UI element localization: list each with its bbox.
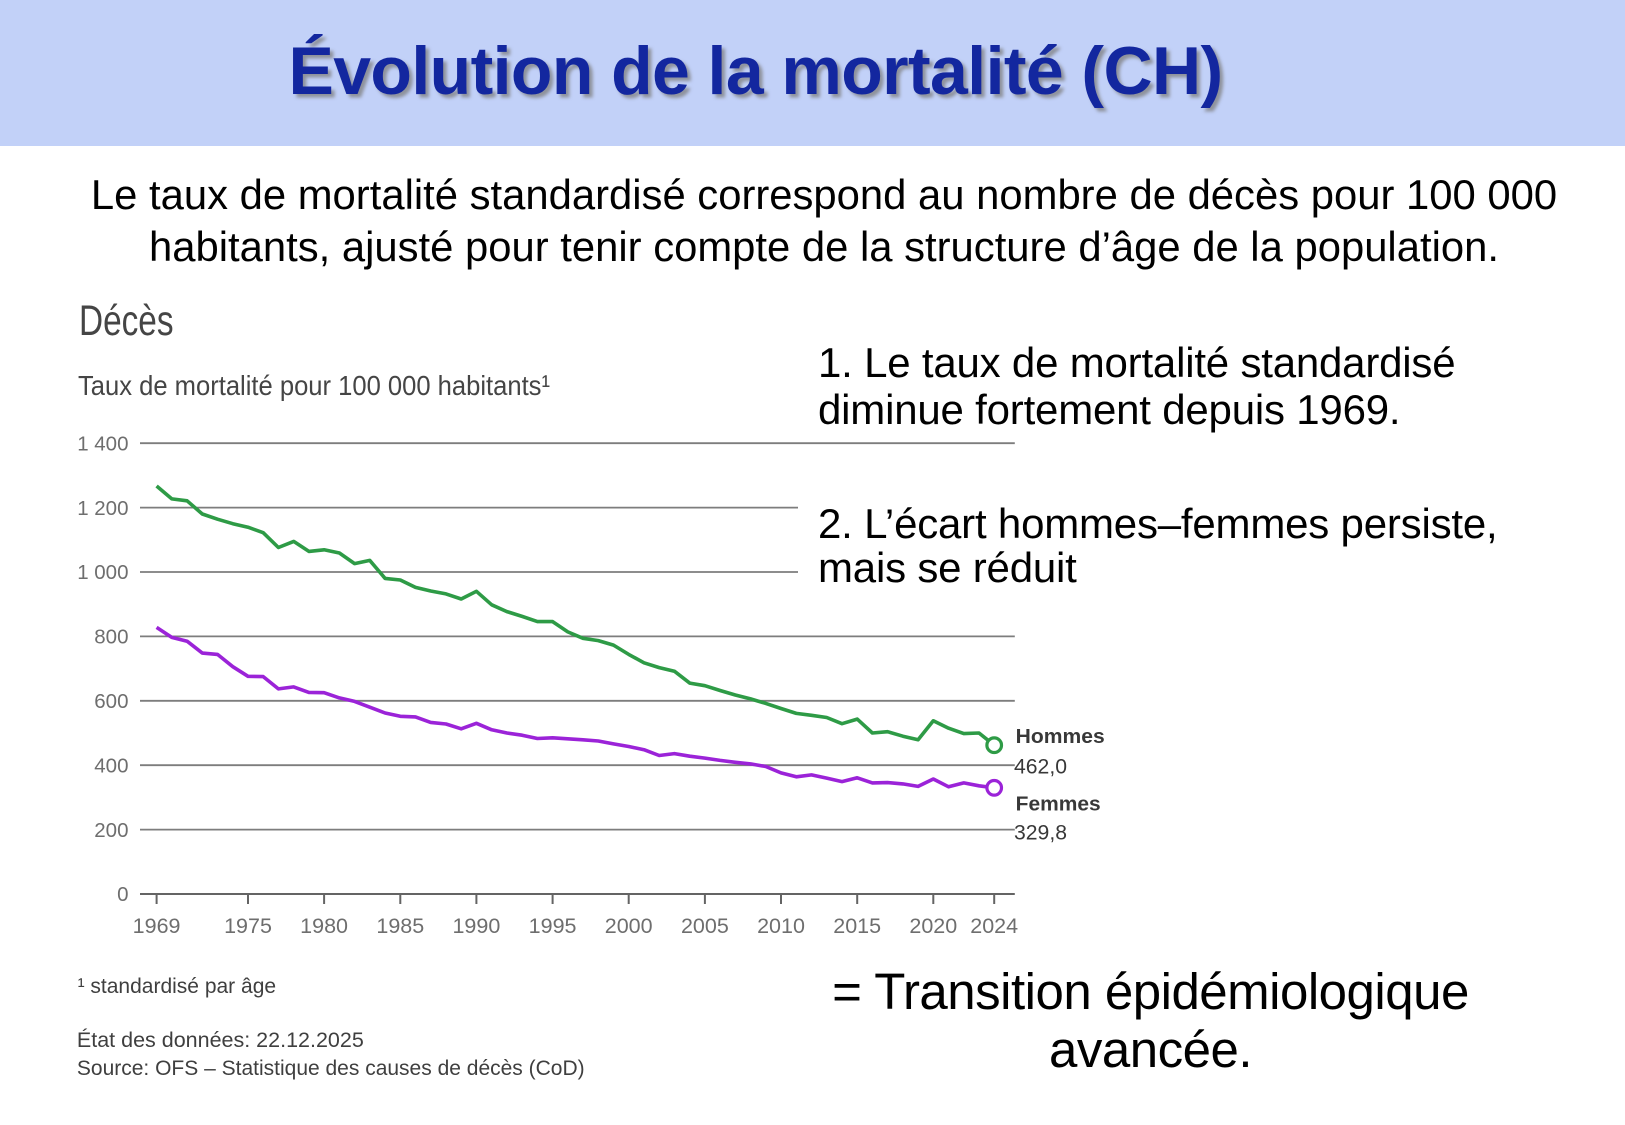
svg-text:462,0: 462,0 (1014, 756, 1067, 779)
svg-text:1 400: 1 400 (77, 432, 128, 455)
svg-text:800: 800 (94, 626, 128, 649)
svg-text:1975: 1975 (224, 914, 272, 938)
svg-text:2024: 2024 (970, 914, 1018, 938)
svg-text:Hommes: Hommes (1016, 726, 1105, 748)
svg-text:¹ standardisé par âge: ¹ standardisé par âge (78, 975, 276, 998)
svg-text:Femmes: Femmes (1016, 794, 1101, 816)
svg-text:Source: OFS – Statistique des: Source: OFS – Statistique des causes de … (77, 1057, 585, 1080)
svg-text:600: 600 (94, 690, 128, 713)
svg-text:2010: 2010 (757, 914, 805, 938)
svg-text:Taux de mortalité pour 100 000: Taux de mortalité pour 100 000 habitants… (78, 370, 550, 401)
svg-text:Décès: Décès (79, 297, 174, 345)
svg-text:État des données: 22.12.2025: État des données: 22.12.2025 (77, 1027, 364, 1052)
svg-text:1 200: 1 200 (77, 497, 128, 520)
svg-text:329,8: 329,8 (1014, 822, 1067, 845)
svg-text:1995: 1995 (529, 914, 577, 938)
svg-text:2000: 2000 (605, 914, 653, 938)
svg-text:1980: 1980 (300, 914, 348, 938)
svg-text:2020: 2020 (909, 914, 957, 938)
svg-text:400: 400 (94, 754, 128, 777)
svg-text:1969: 1969 (133, 914, 181, 938)
svg-text:1 000: 1 000 (77, 561, 128, 584)
svg-text:0: 0 (117, 883, 128, 906)
svg-text:2015: 2015 (833, 914, 881, 938)
svg-text:1985: 1985 (376, 914, 424, 938)
svg-text:2005: 2005 (681, 914, 729, 938)
svg-text:200: 200 (94, 819, 128, 842)
svg-text:1990: 1990 (452, 914, 500, 938)
